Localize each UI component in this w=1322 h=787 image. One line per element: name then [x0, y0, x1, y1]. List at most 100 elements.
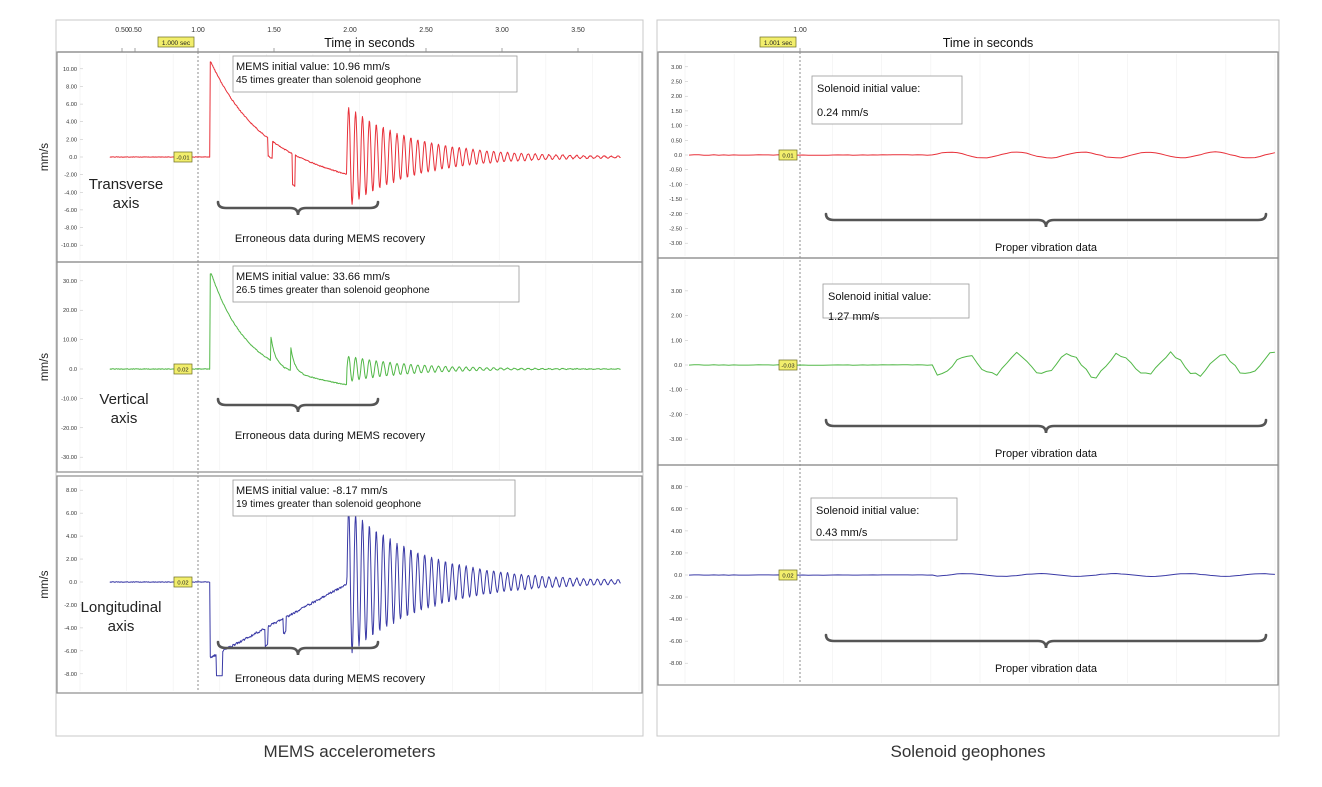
y-tick-label: 4.00: [66, 534, 77, 540]
brace-label: Erroneous data during MEMS recovery: [235, 673, 426, 685]
y-tick-label: 8.00: [66, 488, 77, 494]
brace-label: Proper vibration data: [995, 448, 1098, 460]
y-tick-label: -6.00: [64, 208, 77, 214]
brace-label: Erroneous data during MEMS recovery: [235, 430, 426, 442]
annotation-text: Solenoid initial value:: [828, 291, 931, 303]
x-tick-label: 0.50: [128, 27, 142, 34]
caption-mems: MEMS accelerometers: [263, 742, 436, 761]
brace: [824, 212, 1268, 228]
annotation-text: Solenoid initial value:: [817, 83, 920, 95]
y-tick-label: 0.0: [674, 573, 682, 579]
annotation-text: 0.24 mm/s: [817, 107, 869, 119]
brace: [216, 200, 380, 216]
brace: [216, 640, 380, 656]
axis-name: Transverse: [89, 176, 163, 193]
y-tick-label: -20.00: [61, 426, 77, 432]
y-tick-label: 6.00: [66, 102, 77, 108]
y-tick-label: 2.00: [671, 314, 682, 320]
annotation-text: 0.43 mm/s: [816, 527, 868, 539]
y-tick-label: -8.00: [669, 661, 682, 667]
level-marker-box: [173, 576, 193, 588]
annotation-text: 45 times greater than solenoid geophone: [236, 75, 422, 86]
y-tick-label: 8.00: [671, 485, 682, 491]
annotation-text: MEMS initial value: 33.66 mm/s: [236, 271, 391, 283]
annotation-box: [232, 479, 516, 517]
level-marker-label: -0.03: [781, 364, 794, 370]
time-marker-label: 1.001 sec: [764, 40, 793, 47]
y-tick-label: 3.00: [671, 289, 682, 295]
level-marker-label: 0.01: [782, 154, 793, 160]
annotation-box: [822, 283, 970, 319]
y-tick-label: 3.00: [671, 65, 682, 71]
y-axis-title: mm/s: [39, 353, 51, 381]
y-tick-label: 2.00: [66, 557, 77, 563]
level-marker-box: [173, 151, 193, 163]
time-marker-box: [759, 36, 797, 48]
axis-name: Longitudinal: [81, 599, 162, 616]
y-tick-label: 10.00: [63, 67, 77, 73]
y-tick-label: 0.0: [69, 367, 77, 373]
y-tick-label: 6.00: [671, 507, 682, 513]
y-tick-label: -30.00: [61, 455, 77, 461]
y-tick-label: -8.00: [64, 672, 77, 678]
y-tick-label: -10.00: [61, 396, 77, 402]
y-tick-label: 0.50: [671, 138, 682, 144]
y-tick-label: 2.00: [671, 551, 682, 557]
y-tick-label: 4.00: [66, 120, 77, 126]
annotation-text: 1.27 mm/s: [828, 311, 880, 323]
y-tick-label: 0.0: [69, 155, 77, 161]
annotation-text: Solenoid initial value:: [816, 505, 919, 517]
x-axis-title: Time in seconds: [324, 36, 415, 50]
y-tick-label: -4.00: [669, 617, 682, 623]
y-tick-label: -2.00: [669, 212, 682, 218]
brace-label: Erroneous data during MEMS recovery: [235, 233, 426, 245]
level-marker-label: -0.01: [176, 156, 189, 162]
series-line: [109, 273, 621, 386]
x-tick-label: 1.50: [267, 27, 281, 34]
y-axis-title: mm/s: [39, 570, 51, 598]
level-marker-box: [778, 359, 798, 371]
frame-solenoid: [656, 19, 1280, 737]
y-tick-label: -6.00: [64, 649, 77, 655]
x-tick-label: 2.50: [419, 27, 433, 34]
brace: [824, 633, 1268, 649]
y-tick-label: -2.50: [669, 226, 682, 232]
y-tick-label: -10.00: [61, 243, 77, 249]
y-tick-label: 10.00: [63, 338, 77, 344]
y-tick-label: -1.00: [669, 388, 682, 394]
y-tick-label: 6.00: [66, 511, 77, 517]
brace-label: Proper vibration data: [995, 663, 1098, 675]
y-tick-label: -8.00: [64, 226, 77, 232]
annotation-box: [232, 265, 520, 303]
y-tick-label: 20.00: [63, 308, 77, 314]
time-marker-box: [157, 36, 195, 48]
y-tick-label: -2.00: [64, 603, 77, 609]
axis-name: Vertical: [99, 391, 148, 408]
y-tick-label: -2.00: [64, 173, 77, 179]
series-line: [109, 61, 621, 205]
panel-border: [56, 261, 643, 473]
annotation-text: MEMS initial value: 10.96 mm/s: [236, 61, 391, 73]
y-tick-label: 0.0: [674, 363, 682, 369]
x-tick-label: 1.00: [191, 27, 205, 34]
y-tick-label: 2.00: [671, 94, 682, 100]
level-marker-box: [778, 149, 798, 161]
brace-label: Proper vibration data: [995, 242, 1098, 254]
x-tick-label: 3.50: [571, 27, 585, 34]
annotation-box: [232, 55, 518, 93]
y-tick-label: 8.00: [66, 84, 77, 90]
annotation-box: [810, 497, 958, 541]
chart-panel-4: 3.00 2.00 1.00 0.0 -1.00 -2.00 -3.00 -0.03 Solen…: [657, 257, 1279, 466]
time-marker-label: 1.000 sec: [162, 40, 191, 47]
y-tick-label: 0.0: [69, 580, 77, 586]
y-tick-label: 2.00: [66, 137, 77, 143]
caption-solenoid: Solenoid geophones: [890, 742, 1046, 761]
axis-name: axis: [108, 618, 135, 635]
x-tick-label: 2.00: [343, 27, 357, 34]
y-tick-label: 2.50: [671, 80, 682, 86]
level-marker-box: [173, 363, 193, 375]
series-line: [109, 508, 621, 677]
y-tick-label: 1.00: [671, 124, 682, 130]
